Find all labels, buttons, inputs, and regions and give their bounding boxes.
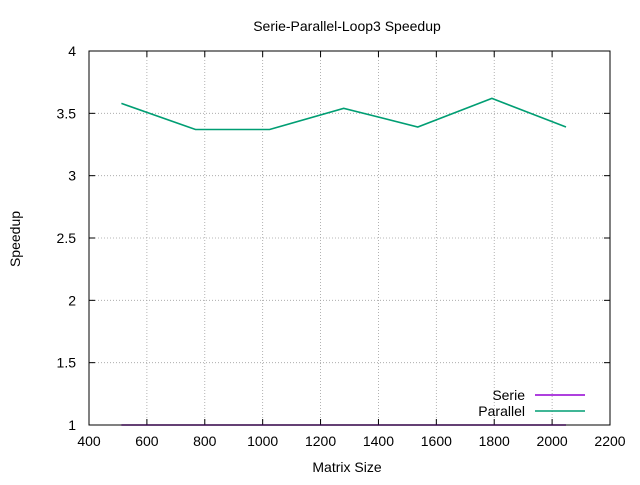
y-tick-label: 3.5: [57, 105, 77, 121]
y-tick-label: 3: [68, 168, 76, 184]
y-tick-label: 1: [68, 417, 76, 433]
series-layer: [121, 97, 567, 426]
y-tick-label: 1.5: [57, 355, 77, 371]
legend-label-serie: Serie: [492, 387, 525, 403]
x-tick-label: 400: [77, 433, 101, 449]
x-tick-label: 1600: [421, 433, 452, 449]
x-tick-label: 1800: [479, 433, 510, 449]
y-axis-label: Speedup: [7, 211, 23, 267]
legend-label-parallel: Parallel: [478, 403, 525, 419]
y-tick-label: 4: [68, 43, 76, 59]
label-layer: Serie-Parallel-Loop3 Speedup Matrix Size…: [7, 18, 441, 475]
y-tick-label: 2.5: [57, 230, 77, 246]
x-tick-label: 1400: [363, 433, 394, 449]
plot-border: [88, 50, 611, 426]
grid-layer: [89, 51, 610, 425]
x-tick-label: 2200: [594, 433, 625, 449]
x-tick-label: 800: [193, 433, 217, 449]
series-line-parallel: [121, 97, 567, 131]
x-tick-label: 1200: [305, 433, 336, 449]
y-tick-label: 2: [68, 292, 76, 308]
x-tick-label: 600: [135, 433, 159, 449]
tick-layer: 400 600 800 1000 1200 1400 1600 1800 2000 2200 1 1.…: [57, 43, 626, 449]
x-tick-label: 1000: [247, 433, 278, 449]
chart-title: Serie-Parallel-Loop3 Speedup: [253, 18, 441, 34]
x-axis-label: Matrix Size: [312, 459, 381, 475]
x-tick-label: 2000: [537, 433, 568, 449]
